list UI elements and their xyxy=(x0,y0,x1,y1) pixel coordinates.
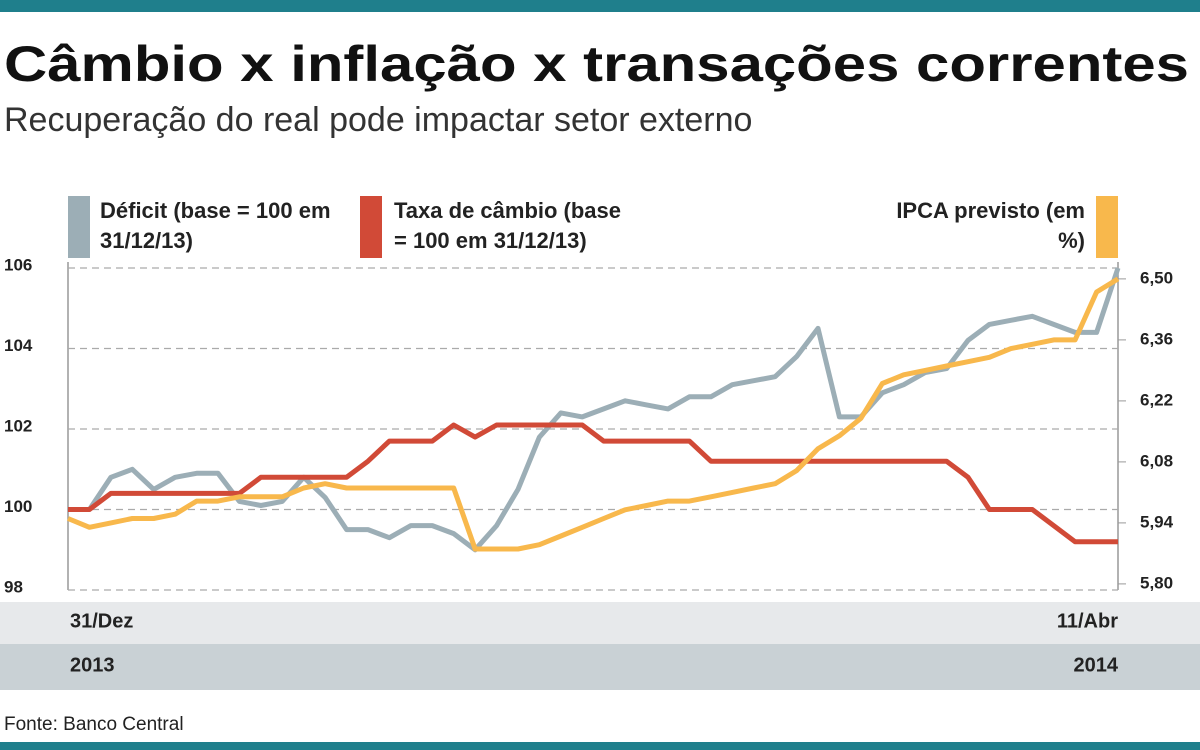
y2-tick-label: 6,50 xyxy=(1140,268,1173,287)
series-line xyxy=(68,422,1118,545)
y-tick-label: 102 xyxy=(4,416,32,435)
date-row xyxy=(0,602,1200,644)
legend-swatch xyxy=(1096,196,1118,258)
y2-tick-label: 6,22 xyxy=(1140,390,1173,409)
bottom-bar xyxy=(0,742,1200,750)
legend-swatch xyxy=(68,196,90,258)
y-tick-label: 106 xyxy=(4,255,32,274)
y-tick-label: 100 xyxy=(4,497,32,516)
y2-tick-label: 6,08 xyxy=(1140,451,1173,470)
y2-tick-label: 6,36 xyxy=(1140,329,1173,348)
y2-tick-label: 5,80 xyxy=(1140,573,1173,592)
y-tick-label: 104 xyxy=(4,336,33,355)
y2-tick-label: 5,94 xyxy=(1140,512,1174,531)
x-sublabel: 2013 xyxy=(70,654,115,676)
chart-title: Câmbio x inflação x transações correntes xyxy=(4,36,1189,92)
series-line xyxy=(67,276,1120,552)
legend-label: Déficit (base = 100 em 31/12/13) xyxy=(100,198,331,253)
x-tick-label: 11/Abr xyxy=(1057,610,1118,632)
legend-label: IPCA previsto (em %) xyxy=(896,198,1085,253)
legend-swatch xyxy=(360,196,382,258)
series-line xyxy=(68,267,1121,553)
x-tick-label: 31/Dez xyxy=(70,610,133,632)
chart-subtitle: Recuperação do real pode impactar setor … xyxy=(4,101,752,139)
source: Fonte: Banco Central xyxy=(4,714,184,735)
top-bar xyxy=(0,0,1200,12)
year-row xyxy=(0,644,1200,690)
y-tick-label: 98 xyxy=(4,577,23,596)
x-sublabel: 2014 xyxy=(1074,654,1119,676)
legend-label: Taxa de câmbio (base = 100 em 31/12/13) xyxy=(394,198,622,253)
